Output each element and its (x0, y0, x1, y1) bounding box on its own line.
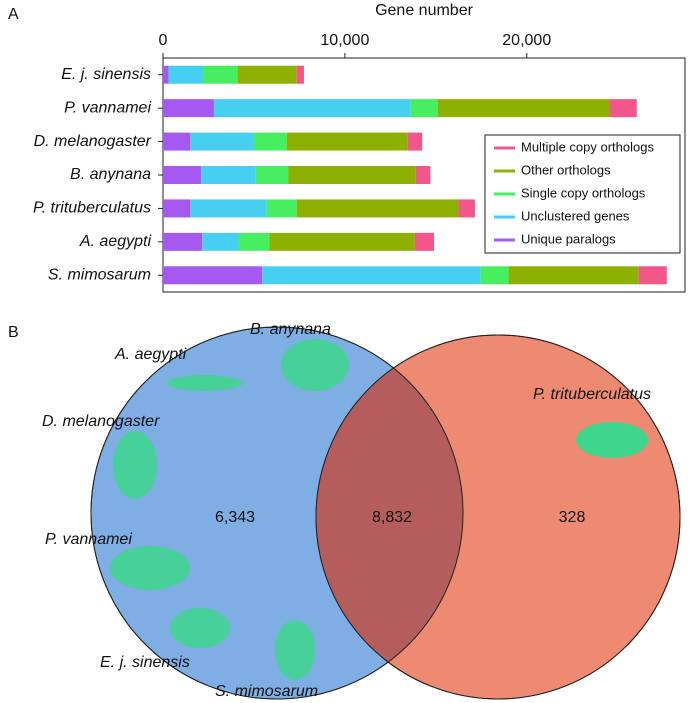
bar-segment (213, 99, 411, 118)
organism-icon (576, 422, 648, 458)
bar-segment (262, 266, 481, 285)
organism-icon (170, 608, 230, 648)
x-tick-label: 20,000 (502, 32, 551, 49)
bar-segment (163, 199, 191, 218)
bar-segment (163, 266, 263, 285)
bar-segment (202, 232, 239, 251)
set-member-label: D. melanogaster (42, 413, 160, 430)
bar-segment (238, 232, 270, 251)
bar-segment (508, 266, 639, 285)
outline (315, 334, 681, 700)
bar-segment (163, 65, 169, 84)
bar-segment (163, 99, 214, 118)
y-tick-label: P. trituberculatus (33, 200, 151, 217)
organism-icon (110, 546, 190, 590)
legend-label: Single copy orthologs (521, 185, 646, 200)
set-member-label: B. anynana (250, 321, 331, 338)
x-axis-title: Gene number (375, 2, 474, 19)
overlap-region (316, 335, 463, 699)
panel-label: A (8, 6, 19, 23)
bar-segment (437, 99, 610, 118)
organism-icon (281, 339, 349, 391)
bar-segment (296, 65, 304, 84)
bar-segment (163, 132, 191, 151)
bar-segment (163, 232, 203, 251)
region-count: 8,832 (372, 509, 412, 526)
bar-segment (480, 266, 509, 285)
set-member-label: P. vannamei (45, 531, 132, 548)
set-member-label: S. mimosarum (215, 683, 318, 700)
bar-segment (163, 166, 202, 184)
y-tick-label: D. melanogaster (34, 133, 152, 150)
bar-segment (407, 132, 423, 151)
y-tick-label: S. mimosarum (48, 267, 151, 284)
bar-segment (296, 199, 459, 218)
bar-segment (410, 99, 438, 118)
bar-segment (190, 132, 254, 151)
bar-segment (458, 199, 475, 218)
x-tick-label: 0 (159, 32, 168, 49)
bar-segment (168, 65, 204, 84)
bar-segment (190, 199, 267, 218)
y-tick-label: E. j. sinensis (61, 66, 151, 83)
organism-icon (113, 431, 157, 499)
legend-label: Unique paralogs (521, 231, 616, 246)
y-tick-label: P. vannamei (64, 99, 151, 116)
y-tick-label: B. anynana (70, 166, 151, 183)
bar-segment (286, 132, 408, 151)
set-member-label: P. trituberculatus (533, 386, 651, 403)
legend-label: Other orthologs (521, 162, 611, 177)
y-tick-label: A. aegypti (79, 233, 152, 250)
outline (90, 326, 464, 700)
bar-segment (255, 166, 289, 184)
bar-segment (638, 266, 667, 285)
venn-diagram: A. aegypti B. anynana D. melanogaster P. va… (42, 321, 681, 700)
organism-icon (275, 620, 315, 680)
panel-label: B (8, 324, 19, 341)
region-count: 328 (559, 509, 586, 526)
x-tick-label: 10,000 (320, 32, 369, 49)
bar-segment (609, 99, 637, 118)
bar-segment (201, 166, 256, 184)
bar-segment (415, 166, 431, 184)
bar-segment (414, 232, 435, 251)
legend-label: Unclustered genes (521, 208, 630, 223)
region-count: 6,343 (215, 509, 255, 526)
bar-segment (253, 132, 287, 151)
legend (484, 134, 681, 254)
legend-label: Multiple copy orthologs (521, 139, 654, 154)
bar-segment (288, 166, 416, 184)
bar-segment (266, 199, 297, 218)
set-member-label: A. aegypti (114, 346, 187, 363)
organism-icon (167, 375, 243, 391)
bar-segment (269, 232, 415, 251)
bar-segment (237, 65, 297, 84)
set-member-label: E. j. sinensis (100, 654, 190, 671)
bar-segment (203, 65, 238, 84)
